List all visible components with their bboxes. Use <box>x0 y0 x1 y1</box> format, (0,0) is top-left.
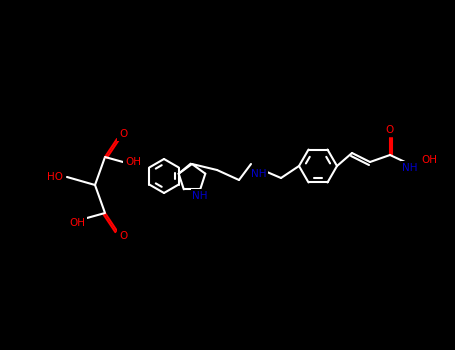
Text: NH: NH <box>192 191 208 201</box>
Text: O: O <box>119 231 127 241</box>
Text: O: O <box>386 125 394 135</box>
Text: OH: OH <box>125 157 141 167</box>
Text: O: O <box>119 129 127 139</box>
Text: HO: HO <box>47 172 63 182</box>
Text: OH: OH <box>69 218 85 228</box>
Text: NH: NH <box>402 163 418 173</box>
Text: OH: OH <box>421 155 437 165</box>
Text: NH: NH <box>251 169 267 179</box>
